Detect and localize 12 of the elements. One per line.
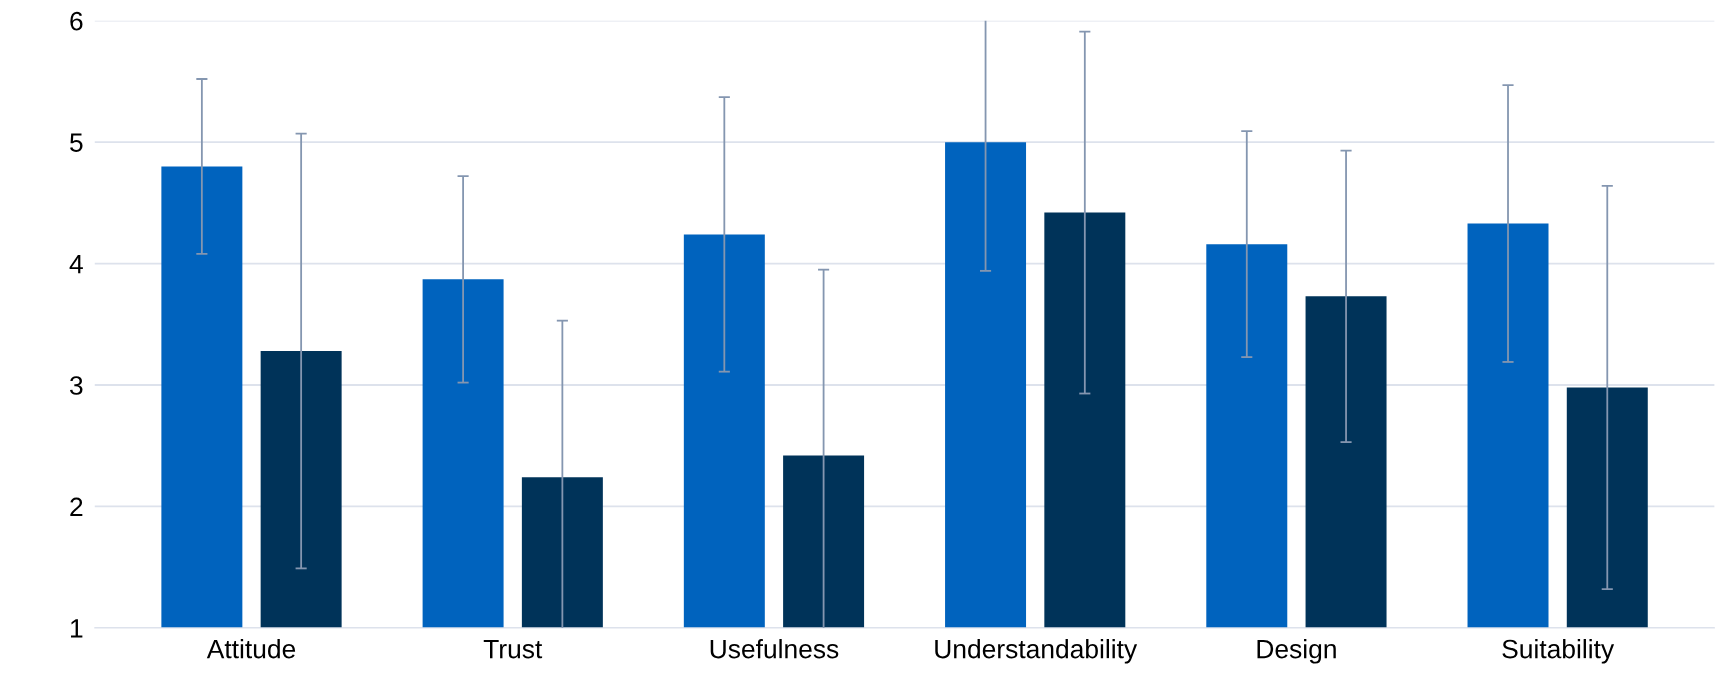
- x-tick-label: Attitude: [206, 639, 296, 659]
- x-tick-label: Understandability: [935, 639, 1138, 664]
- x-tick-label: Trust: [483, 639, 543, 659]
- y-tick-label: 6: [70, 11, 83, 31]
- x-tick-label: Design: [1257, 639, 1336, 664]
- y-tick-label: 4: [69, 254, 83, 274]
- y-tick-label: 2: [70, 497, 83, 517]
- y-tick-label: 5: [70, 133, 83, 152]
- x-tick-label: Suitability: [1502, 639, 1615, 664]
- x-tick-label: Usefulness: [710, 639, 839, 659]
- y-tick-label: 1: [70, 619, 83, 638]
- y-tick-label: 3: [69, 376, 83, 395]
